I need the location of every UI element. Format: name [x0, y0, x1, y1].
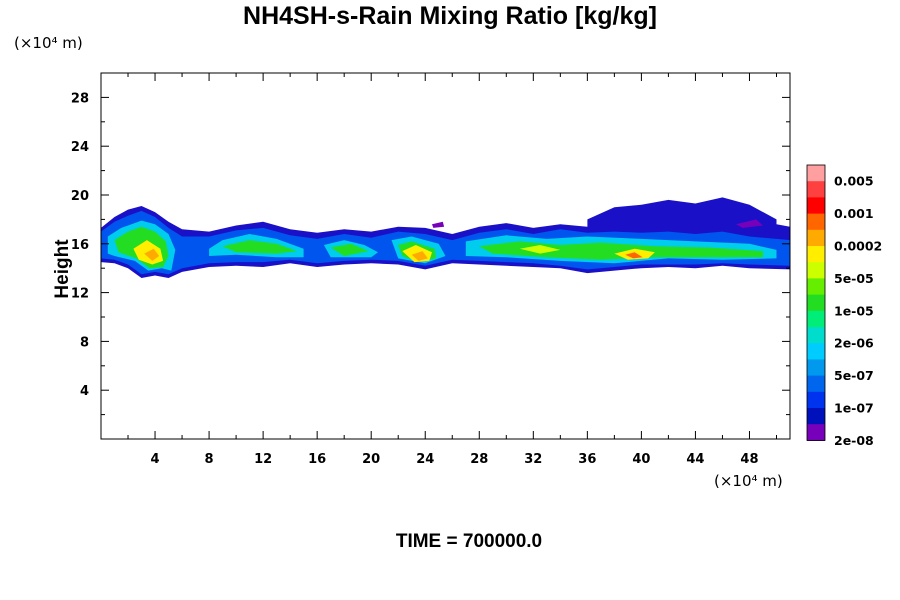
colorbar-label: 2e-08	[834, 433, 874, 448]
contour-level-5e-05-d	[519, 245, 561, 254]
contour-level-1e-05-b	[222, 240, 297, 254]
x-axis-unit: (×10⁴ m)	[714, 472, 783, 490]
x-tick-label: 8	[205, 452, 214, 467]
contour-patch-upper-right	[587, 197, 777, 234]
colorbar-cell	[807, 278, 825, 296]
colorbar: 0.005 0.001 0.0002 5e-05 1e-05 2e-06 5e-07 1e-0…	[806, 164, 882, 448]
x-tick-label: 32	[524, 452, 542, 467]
colorbar-cell	[807, 181, 825, 198]
y-tick-label: 12	[71, 287, 89, 302]
colorbar-cell	[807, 359, 825, 377]
contour-field	[101, 197, 790, 278]
colorbar-label: 0.0002	[834, 239, 882, 254]
x-tick-label: 16	[308, 452, 326, 467]
x-tick-label: 20	[362, 452, 380, 467]
x-tick-label: 12	[254, 452, 272, 467]
colorbar-label: 5e-07	[834, 368, 874, 383]
colorbar-cell	[807, 343, 825, 360]
contour-level-0.001-c	[625, 252, 643, 259]
colorbar-cell	[807, 327, 825, 344]
x-tick-label: 48	[740, 452, 758, 467]
x-tick-label: 40	[632, 452, 650, 467]
x-tick-label: 4	[151, 452, 160, 467]
x-tick-label: 36	[578, 452, 596, 467]
y-axis-unit: (×10⁴ m)	[14, 34, 83, 52]
y-tick-label: 16	[71, 238, 89, 253]
x-axis: 4 8 12 16 20 24 28 32 36 40 44 48	[127, 73, 777, 467]
plot-frame	[100, 72, 791, 440]
colorbar-cell	[807, 294, 825, 312]
contour-debris-a	[432, 221, 445, 228]
colorbar-cell	[807, 391, 825, 409]
colorbar-label: 0.005	[834, 174, 874, 189]
y-tick-label: 8	[80, 335, 89, 350]
colorbar-cell	[807, 424, 825, 441]
y-tick-label: 28	[71, 91, 89, 106]
contour-debris-b	[736, 219, 763, 228]
y-axis: 4 8 12 16 20 24 28	[71, 91, 790, 416]
colorbar-label: 0.001	[834, 206, 874, 221]
colorbar-label: 2e-06	[834, 336, 874, 351]
colorbar-cell	[807, 229, 825, 247]
contour-level-0.0002-b	[411, 251, 428, 261]
colorbar-label: 1e-07	[834, 401, 874, 416]
colorbar-label: 1e-05	[834, 303, 874, 318]
colorbar-cell	[807, 310, 825, 328]
y-tick-label: 24	[71, 140, 89, 155]
colorbar-cell	[807, 165, 825, 182]
contour-level-1e-05-e	[479, 241, 763, 260]
colorbar-cell	[807, 213, 825, 231]
colorbar-frame	[806, 164, 826, 441]
colorbar-cell	[807, 262, 825, 279]
chart-title: NH4SH-s-Rain Mixing Ratio [kg/kg]	[243, 2, 657, 30]
y-tick-label: 20	[71, 189, 89, 204]
colorbar-cell	[807, 197, 825, 215]
time-label: TIME = 700000.0	[395, 531, 543, 552]
colorbar-cell	[807, 408, 825, 425]
x-tick-label: 44	[686, 452, 704, 467]
x-tick-label: 28	[470, 452, 488, 467]
contour-level-1e-05-c	[330, 243, 369, 256]
colorbar-cell	[807, 375, 825, 393]
x-tick-label: 24	[416, 452, 434, 467]
colorbar-cell	[807, 246, 825, 263]
colorbar-label: 5e-05	[834, 271, 874, 286]
y-tick-label: 4	[80, 384, 89, 399]
contour-level-0.0002-a	[144, 248, 160, 261]
